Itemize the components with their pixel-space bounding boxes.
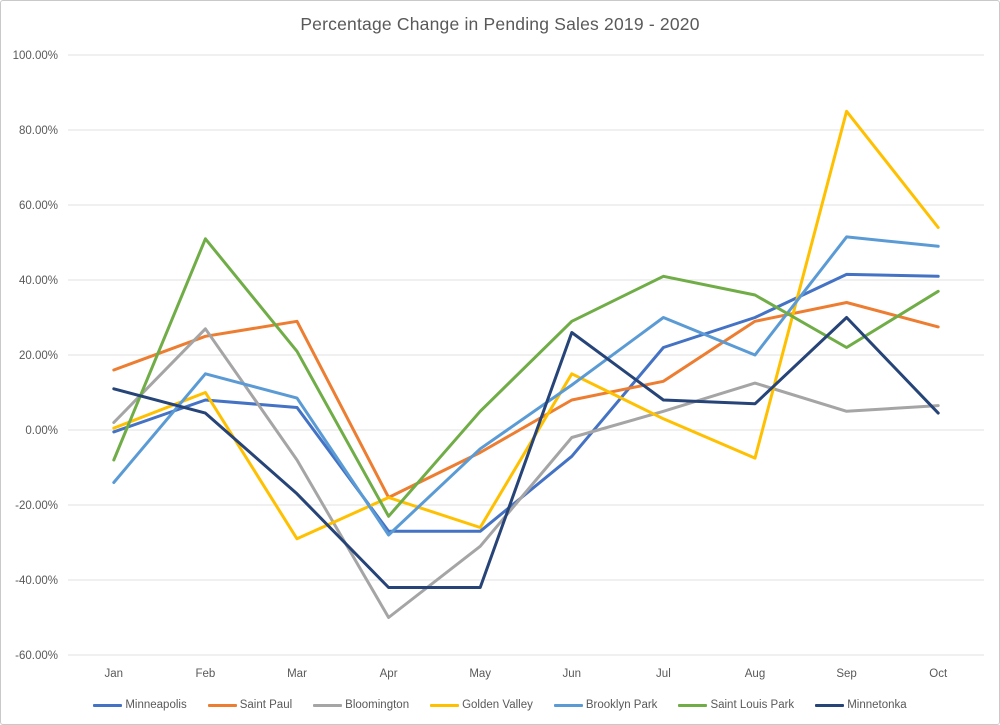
y-axis-label: -60.00%	[15, 650, 58, 662]
x-axis-label: Jan	[105, 668, 124, 680]
y-axis-label: -20.00%	[15, 500, 58, 512]
legend-label: Saint Louis Park	[710, 699, 795, 711]
legend-label: Minnetonka	[847, 699, 907, 711]
legend-swatch-bloomington	[313, 703, 343, 707]
legend-swatch-golden-valley	[430, 703, 460, 707]
y-axis-label: 100.00%	[13, 50, 58, 62]
x-axis-label: Jul	[656, 668, 671, 680]
legend-label: Brooklyn Park	[585, 699, 658, 711]
legend-item-golden-valley: Golden Valley	[430, 699, 533, 711]
legend-item-minneapolis: Minneapolis	[93, 699, 187, 711]
legend-item-brooklyn-park: Brooklyn Park	[553, 699, 658, 711]
legend-item-bloomington: Bloomington	[313, 699, 409, 711]
x-axis-label: Aug	[745, 668, 765, 680]
x-axis-label: Apr	[380, 668, 398, 680]
series-line-golden-valley	[112, 109, 940, 541]
x-axis-label: May	[469, 668, 491, 680]
legend-label: Bloomington	[345, 699, 410, 711]
series-line-minnetonka	[112, 316, 940, 589]
legend-item-saint-louis-park: Saint Louis Park	[678, 699, 794, 711]
legend-swatch-minnetonka	[815, 703, 845, 707]
y-axis-label: 0.00%	[25, 425, 58, 437]
legend: Minneapolis Saint Paul Bloomington Golden V…	[1, 693, 999, 717]
legend-item-saint-paul: Saint Paul	[207, 699, 293, 711]
series-line-brooklyn-park	[112, 235, 940, 537]
legend-item-minnetonka: Minnetonka	[815, 699, 907, 711]
legend-label: Golden Valley	[462, 699, 533, 711]
y-axis-label: 40.00%	[19, 275, 58, 287]
legend-swatch-minneapolis	[93, 703, 123, 707]
legend-label: Saint Paul	[239, 699, 293, 711]
legend-swatch-saint-louis-park	[678, 703, 708, 707]
legend-label: Minneapolis	[125, 699, 187, 711]
series-line-bloomington	[112, 327, 940, 619]
series-line-saint-louis-park	[112, 237, 940, 518]
x-axis-label: Oct	[929, 668, 948, 680]
x-axis-label: Mar	[287, 668, 307, 680]
x-axis-label: Jun	[563, 668, 582, 680]
chart-title: Percentage Change in Pending Sales 2019 …	[300, 14, 700, 34]
legend-swatch-brooklyn-park	[553, 703, 583, 707]
y-axis-label: 80.00%	[19, 125, 58, 137]
series-line-saint-paul	[112, 301, 940, 499]
legend-swatch-saint-paul	[207, 703, 237, 707]
x-axis-label: Sep	[836, 668, 856, 680]
x-axis-label: Feb	[195, 668, 215, 680]
y-axis-label: 60.00%	[19, 200, 58, 212]
y-axis-label: 20.00%	[19, 350, 58, 362]
y-axis-label: -40.00%	[15, 575, 58, 587]
